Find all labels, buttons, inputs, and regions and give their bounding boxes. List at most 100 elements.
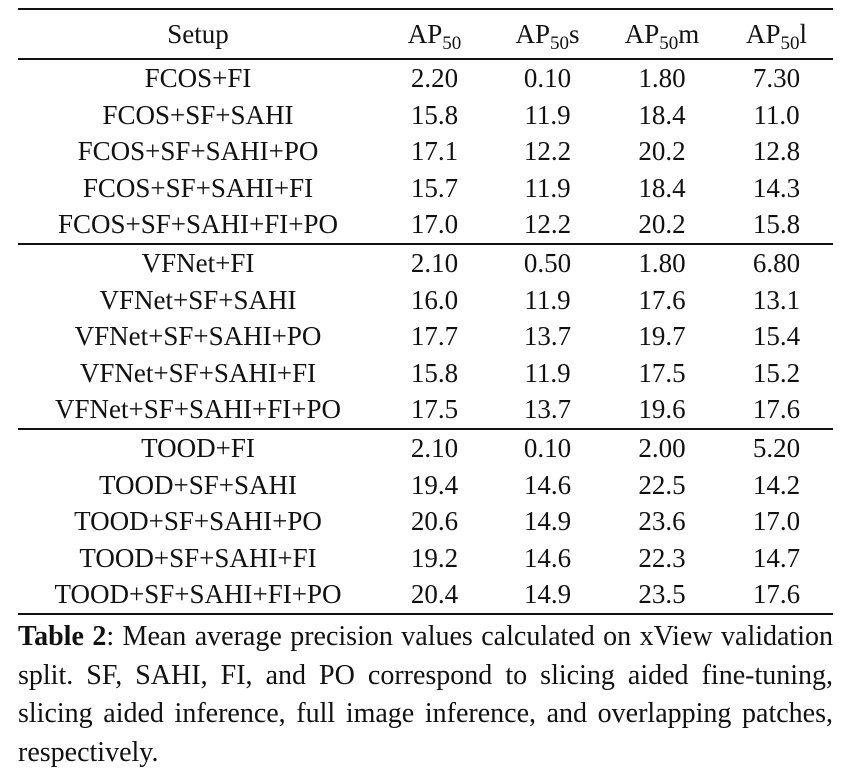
table-row: FCOS+SF+SAHI+PO 17.1 12.2 20.2 12.8 bbox=[18, 133, 833, 170]
value-cell: 14.3 bbox=[752, 172, 801, 203]
table-row: VFNet+SF+SAHI+FI 15.8 11.9 17.5 15.2 bbox=[18, 355, 833, 392]
header-ap50m-suffix: m bbox=[678, 19, 700, 49]
setup-cell: FCOS+SF+SAHI+FI+PO bbox=[57, 209, 338, 240]
value-cell: 11.0 bbox=[753, 99, 800, 130]
value-cell: 0.10 bbox=[491, 427, 604, 467]
value-cell: 19.6 bbox=[638, 394, 686, 425]
value-cell: 20.2 bbox=[638, 136, 686, 167]
value-cell: 22.3 bbox=[638, 542, 686, 573]
setup-cell: FCOS+FI bbox=[144, 63, 252, 93]
table-caption: Table 2: Mean average precision values c… bbox=[18, 618, 833, 772]
caption-label: Table 2 bbox=[18, 621, 107, 652]
header-ap50: AP50 bbox=[378, 9, 491, 59]
value-cell: 19.7 bbox=[638, 321, 686, 352]
table-row: VFNet+FI 2.10 0.50 1.80 6.80 bbox=[18, 242, 833, 282]
value-cell: 23.5 bbox=[604, 576, 720, 615]
value-cell: 0.50 bbox=[491, 242, 604, 282]
value-cell: 15.4 bbox=[752, 321, 801, 352]
value-cell: 15.8 bbox=[752, 209, 801, 240]
table-row: FCOS+SF+SAHI 15.8 11.9 18.4 11.0 bbox=[18, 97, 833, 134]
value-cell: 17.6 bbox=[638, 284, 686, 315]
value-cell: 17.6 bbox=[752, 394, 801, 425]
header-ap50m: AP50m bbox=[604, 9, 720, 59]
value-cell: 12.2 bbox=[523, 136, 572, 167]
table-group: FCOS+FI 2.20 0.10 1.80 7.30 FCOS+SF+SAHI 15.8 1… bbox=[18, 59, 833, 244]
value-cell: 20.4 bbox=[378, 576, 491, 615]
value-cell: 17.5 bbox=[638, 357, 686, 388]
table-row: FCOS+FI 2.20 0.10 1.80 7.30 bbox=[18, 59, 833, 97]
table-row: FCOS+SF+SAHI+FI+PO 17.0 12.2 20.2 15.8 bbox=[18, 206, 833, 244]
header-ap50m-base: AP bbox=[624, 19, 660, 49]
value-cell: 22.5 bbox=[638, 469, 686, 500]
value-cell: 11.9 bbox=[524, 172, 571, 203]
value-cell: 2.00 bbox=[604, 427, 720, 467]
value-cell: 15.7 bbox=[410, 172, 459, 203]
header-ap50-base: AP bbox=[407, 19, 443, 49]
value-cell: 2.10 bbox=[378, 427, 491, 467]
value-cell: 19.2 bbox=[410, 542, 459, 573]
value-cell: 1.80 bbox=[604, 242, 720, 282]
table-group: VFNet+FI 2.10 0.50 1.80 6.80 VFNet+SF+SAHI 16.… bbox=[18, 242, 833, 429]
table-row: TOOD+SF+SAHI+FI 19.2 14.6 22.3 14.7 bbox=[18, 540, 833, 577]
header-ap50l: AP50l bbox=[720, 9, 833, 59]
header-ap50l-sub: 50 bbox=[780, 33, 800, 54]
header-ap50l-suffix: l bbox=[799, 19, 808, 49]
value-cell: 20.2 bbox=[638, 209, 686, 240]
results-table: Setup AP50 AP50s AP50m AP50l FCOS+FI 2.20… bbox=[18, 8, 833, 615]
setup-cell: FCOS+SF+SAHI+PO bbox=[77, 136, 319, 167]
table-row: VFNet+SF+SAHI+FI+PO 17.5 13.7 19.6 17.6 bbox=[18, 391, 833, 429]
value-cell: 15.8 bbox=[410, 99, 459, 130]
value-cell: 12.2 bbox=[523, 209, 572, 240]
value-cell: 17.7 bbox=[410, 321, 459, 352]
value-cell: 20.6 bbox=[410, 506, 459, 537]
setup-cell: VFNet+FI bbox=[18, 242, 378, 282]
value-cell: 13.1 bbox=[752, 284, 801, 315]
value-cell: 18.4 bbox=[638, 172, 686, 203]
value-cell: 14.6 bbox=[523, 469, 572, 500]
header-ap50m-sub: 50 bbox=[659, 33, 679, 54]
setup-cell: VFNet+SF+SAHI bbox=[99, 284, 297, 315]
header-ap50s-suffix: s bbox=[569, 19, 580, 49]
value-cell: 11.9 bbox=[524, 284, 571, 315]
value-cell: 7.30 bbox=[752, 63, 801, 93]
setup-cell: TOOD+SF+SAHI+FI+PO bbox=[18, 576, 378, 615]
setup-cell: TOOD+SF+SAHI bbox=[99, 469, 297, 500]
value-cell: 5.20 bbox=[720, 427, 833, 467]
value-cell: 6.80 bbox=[720, 242, 833, 282]
value-cell: 15.2 bbox=[752, 357, 801, 388]
header-setup: Setup bbox=[167, 19, 229, 49]
header-row: Setup AP50 AP50s AP50m AP50l bbox=[18, 9, 833, 59]
setup-cell: TOOD+SF+SAHI+FI bbox=[79, 542, 317, 573]
setup-cell: TOOD+SF+SAHI+PO bbox=[74, 506, 322, 537]
value-cell: 17.6 bbox=[720, 576, 833, 615]
table-group: TOOD+FI 2.10 0.10 2.00 5.20 TOOD+SF+SAHI 19.4 1… bbox=[18, 427, 833, 615]
value-cell: 16.0 bbox=[410, 284, 459, 315]
value-cell: 14.9 bbox=[523, 506, 572, 537]
setup-cell: FCOS+SF+SAHI+FI bbox=[82, 172, 314, 203]
setup-cell: TOOD+FI bbox=[18, 427, 378, 467]
value-cell: 23.6 bbox=[638, 506, 686, 537]
value-cell: 13.7 bbox=[523, 394, 572, 425]
value-cell: 17.1 bbox=[410, 136, 459, 167]
header-ap50s: AP50s bbox=[491, 9, 604, 59]
header-ap50l-base: AP bbox=[745, 19, 781, 49]
value-cell: 19.4 bbox=[410, 469, 459, 500]
table-row: FCOS+SF+SAHI+FI 15.7 11.9 18.4 14.3 bbox=[18, 170, 833, 207]
header-ap50s-base: AP bbox=[515, 19, 550, 49]
value-cell: 1.80 bbox=[638, 63, 686, 93]
table-row: TOOD+SF+SAHI 19.4 14.6 22.5 14.2 bbox=[18, 467, 833, 504]
value-cell: 14.7 bbox=[752, 542, 801, 573]
value-cell: 12.8 bbox=[752, 136, 801, 167]
table-row: TOOD+SF+SAHI+PO 20.6 14.9 23.6 17.0 bbox=[18, 503, 833, 540]
value-cell: 17.5 bbox=[410, 394, 459, 425]
value-cell: 14.2 bbox=[752, 469, 801, 500]
setup-cell: VFNet+SF+SAHI+FI+PO bbox=[55, 394, 341, 425]
value-cell: 17.0 bbox=[752, 506, 801, 537]
table-row: VFNet+SF+SAHI+PO 17.7 13.7 19.7 15.4 bbox=[18, 318, 833, 355]
value-cell: 2.10 bbox=[378, 242, 491, 282]
header-ap50s-sub: 50 bbox=[550, 33, 569, 54]
table-row: TOOD+SF+SAHI+FI+PO 20.4 14.9 23.5 17.6 bbox=[18, 576, 833, 615]
header-ap50-sub: 50 bbox=[442, 33, 462, 54]
setup-cell: VFNet+SF+SAHI+FI bbox=[79, 357, 317, 388]
value-cell: 14.9 bbox=[491, 576, 604, 615]
